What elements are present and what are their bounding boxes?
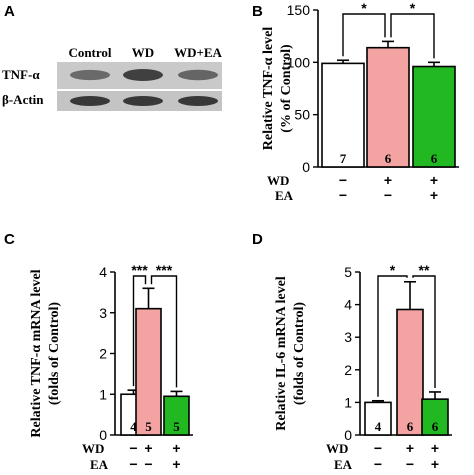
y-tick-label: 2 — [344, 362, 352, 378]
n-label: 6 — [431, 151, 438, 166]
treatment-ea-sign: − — [374, 456, 382, 472]
treatment-wd-sign: + — [431, 440, 439, 456]
blot-lane-label-wd-ea: WD+EA — [174, 45, 222, 60]
treatment-wd-sign: − — [374, 440, 382, 456]
panel-letter-c: C — [4, 231, 15, 248]
treatment-label-ea: EA — [90, 457, 109, 472]
y-tick-label: 100 — [287, 54, 311, 70]
y-axis-label: (% of Control) — [279, 44, 294, 133]
bar-wd-ea — [421, 398, 449, 436]
panel-letter-d: D — [252, 231, 263, 248]
bar-control — [321, 62, 365, 168]
y-tick-label: 2 — [99, 346, 107, 362]
y-tick-label: 4 — [344, 297, 352, 313]
significance-bracket — [132, 275, 147, 387]
panel-letter-b: B — [252, 3, 263, 20]
blot-row-label-tnf: TNF-α — [2, 67, 40, 82]
significance-label: *** — [131, 262, 148, 278]
blot-band — [178, 69, 218, 81]
n-label: 5 — [173, 419, 180, 434]
y-tick-label: 5 — [344, 264, 352, 280]
bar-wd — [366, 46, 410, 168]
treatment-label-ea: EA — [275, 188, 294, 203]
blot-band — [178, 96, 218, 106]
n-label: 6 — [432, 419, 439, 434]
y-tick-label: 0 — [302, 159, 310, 175]
significance-label: *** — [156, 262, 173, 278]
y-tick-label: 3 — [99, 305, 107, 321]
blot-row-label-actin: β-Actin — [2, 92, 44, 107]
treatment-wd-sign: + — [384, 172, 392, 188]
significance-bracket — [377, 275, 408, 397]
n-label: 6 — [385, 151, 392, 166]
treatment-wd-sign: + — [172, 440, 180, 456]
blot-lane-label-wd: WD — [132, 45, 154, 60]
treatment-label-wd: WD — [326, 441, 348, 456]
treatment-ea-sign: + — [430, 187, 438, 203]
significance-bracket — [342, 13, 386, 57]
treatment-label-wd: WD — [267, 173, 289, 188]
y-tick-label: 150 — [287, 2, 311, 18]
treatment-wd-sign: + — [430, 172, 438, 188]
treatment-wd-sign: − — [129, 440, 137, 456]
treatment-ea-sign: + — [172, 456, 180, 472]
y-tick-label: 3 — [344, 329, 352, 345]
treatment-ea-sign: − — [339, 187, 347, 203]
significance-bracket — [390, 13, 435, 59]
chart-panel-b: 0 50 100 150 Relative TNF-α level (% of Contr… — [261, 0, 459, 203]
significance-label: * — [410, 0, 416, 16]
y-axis-label: (folds of Control) — [292, 302, 307, 406]
treatment-ea-sign: − — [144, 456, 152, 472]
bar-wd — [135, 307, 162, 436]
bar-wd-ea — [163, 395, 190, 436]
treatment-label-ea: EA — [334, 457, 353, 472]
panel-letter-a: A — [4, 3, 15, 20]
n-label: 7 — [340, 151, 347, 166]
n-label: 5 — [145, 419, 152, 434]
y-axis-label: Relative TNF-α mRNA level — [29, 269, 44, 437]
blot-band — [70, 96, 110, 106]
y-tick-label: 4 — [99, 264, 107, 280]
y-axis-label: (folds of Control) — [47, 302, 62, 406]
treatment-ea-sign: − — [384, 187, 392, 203]
y-tick-label: 1 — [344, 394, 352, 410]
significance-label: * — [361, 0, 367, 16]
y-tick-label: 50 — [294, 107, 310, 123]
y-tick-label: 0 — [344, 427, 352, 443]
treatment-label-wd: WD — [82, 441, 104, 456]
n-label: 4 — [375, 419, 382, 434]
y-tick-label: 0 — [99, 427, 107, 443]
treatment-ea-sign: + — [431, 456, 439, 472]
blot-band — [70, 69, 110, 81]
n-label: 4 — [130, 419, 137, 434]
significance-label: ** — [419, 262, 430, 278]
bar-wd — [396, 308, 424, 436]
n-label: 6 — [407, 419, 414, 434]
chart-panel-c: 0 1 2 3 4 Relative TNF-α mRNA level (folds of … — [29, 262, 193, 472]
treatment-ea-sign: − — [406, 456, 414, 472]
significance-label: * — [390, 262, 396, 278]
blot-band — [123, 69, 163, 81]
y-tick-label: 1 — [99, 386, 107, 402]
y-axis-label: Relative IL-6 mRNA level — [274, 276, 289, 430]
treatment-wd-sign: − — [339, 172, 347, 188]
significance-bracket — [150, 275, 178, 388]
significance-bracket — [412, 275, 436, 388]
y-axis-label: Relative TNF-α level — [261, 27, 276, 151]
treatment-ea-sign: − — [129, 456, 137, 472]
treatment-wd-sign: + — [144, 440, 152, 456]
western-blot: Control WD WD+EA TNF-α β-Actin — [2, 45, 223, 111]
blot-lane-label-control: Control — [68, 45, 111, 60]
chart-panel-d: 0 1 2 3 4 5 Relative IL-6 mRNA level (folds of … — [274, 262, 452, 472]
blot-band — [123, 96, 163, 106]
treatment-wd-sign: + — [406, 440, 414, 456]
